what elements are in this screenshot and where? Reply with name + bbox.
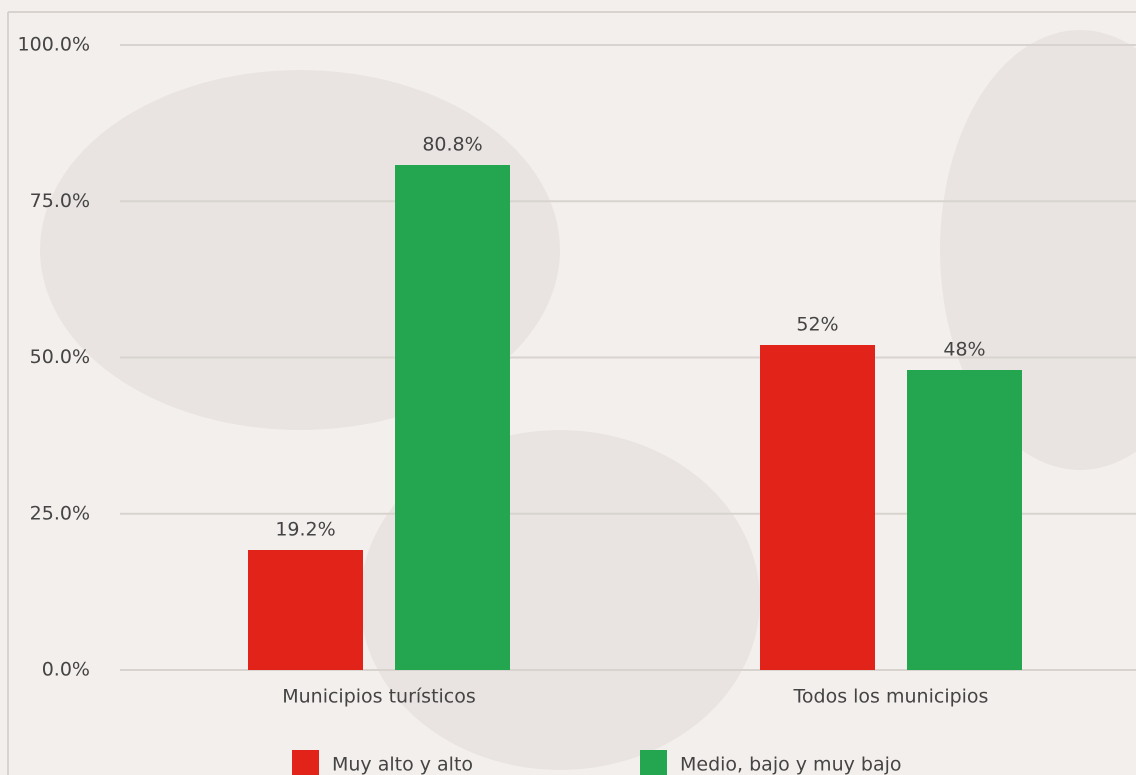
map-shape xyxy=(940,30,1136,470)
data-label: 52% xyxy=(796,314,838,336)
x-tick-label: Municipios turísticos xyxy=(282,686,476,708)
legend-swatch xyxy=(640,750,667,775)
y-tick-label: 25.0% xyxy=(30,502,90,524)
bar xyxy=(907,370,1022,670)
x-tick-label: Todos los municipios xyxy=(793,686,989,708)
bar xyxy=(395,165,510,670)
legend-label: Medio, bajo y muy bajo xyxy=(680,754,902,775)
legend-swatch xyxy=(292,750,319,775)
y-tick-label: 0.0% xyxy=(42,659,90,681)
y-tick-label: 75.0% xyxy=(30,190,90,212)
y-tick-label: 100.0% xyxy=(18,34,90,56)
bar xyxy=(248,550,363,670)
legend-label: Muy alto y alto xyxy=(332,754,473,775)
data-label: 80.8% xyxy=(422,134,482,156)
data-label: 48% xyxy=(943,339,985,361)
data-label: 19.2% xyxy=(275,519,335,541)
bar xyxy=(760,345,875,670)
y-tick-label: 50.0% xyxy=(30,346,90,368)
